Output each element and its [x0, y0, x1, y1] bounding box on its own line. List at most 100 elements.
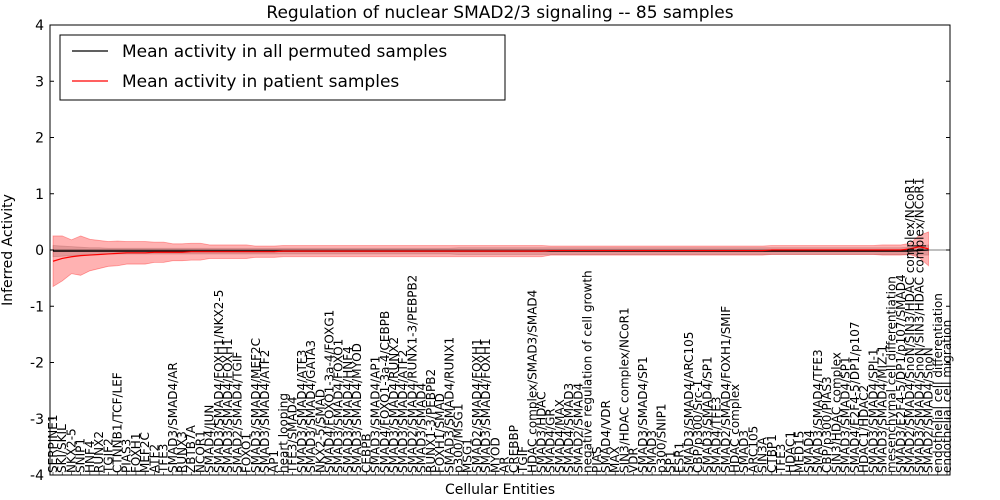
x-tick-label: CBP/p300/Src-1: [691, 380, 705, 473]
x-tick-label: TGIF: [516, 446, 530, 474]
x-tick-label: SMAD4/MAX: [553, 399, 567, 473]
x-tick-label: SMAD3/SMAD4/FOXH1: [221, 338, 235, 473]
x-tick-label: SMAD3/SMAD4/SP1: [839, 356, 853, 473]
legend: Mean activity in all permuted samples Me…: [59, 34, 506, 101]
x-tick-label: SMAD3/E2F4-5/DP1/p107/SMAD4: [894, 274, 908, 473]
x-tick-label: SMAD3/SMAD4/SP1: [636, 356, 650, 473]
x-tick-label: CEBPB: [359, 433, 373, 473]
confidence-bands: [52, 231, 929, 288]
x-tick-label: NCOR1: [193, 430, 207, 473]
y-tick-label: -3: [30, 412, 44, 428]
x-tick-label: SNIP1: [74, 438, 88, 473]
x-tick-label: NKX2-5/SMAD: [313, 389, 327, 473]
x-tick-label: SMAD3/SMAD4/HNF4: [341, 346, 355, 473]
x-tick-label: AR: [498, 456, 512, 473]
x-tick-label: SMAD3/SMAD4/ATF2: [396, 350, 410, 473]
x-tick-label: TFE3/SMAD4: [286, 396, 300, 474]
x-tick-label: mesenchymal cell differentiation: [885, 276, 899, 473]
x-tick-label: SMAD3/SMAD4/ATF2: [258, 350, 272, 473]
y-tick-label: 2: [35, 131, 44, 147]
x-tick-label: SMAD3/SMAD4/AR: [166, 362, 180, 473]
x-tick-label: SMAD4/GR: [544, 408, 558, 473]
x-tick-label: SMAD3/SMAD4/ATF3: [295, 350, 309, 473]
x-tick-label: RUNX1-3/PEBPB2: [424, 369, 438, 473]
x-tick-label: SMAD3/SMAD4: [415, 383, 429, 473]
x-tick-label: RUNX2: [92, 431, 106, 473]
x-tick-label: SMAD3/SMAD4/FOXH1/NKX2-5: [212, 290, 226, 473]
x-tick-label: NKX2-5: [64, 428, 78, 473]
y-tick-label: 1: [35, 187, 44, 203]
x-tick-label: p300/SNIP1: [654, 403, 668, 473]
x-tick-label: CTNNB1/TCF/LEF: [111, 372, 125, 473]
x-tick-label: SMAD3/SMAD4/GATA3: [304, 340, 318, 473]
series-lines: [50, 246, 950, 262]
x-tick-label: SMAD4/E2F4-5/DP1/p107: [848, 321, 862, 473]
x-tick-label: HDAC1/HDAC2: [857, 385, 871, 473]
y-ticks: -4 -3 -2 -1 0 1 2 3 4: [30, 18, 950, 484]
x-tick-label: HNF4: [83, 440, 97, 473]
x-tick-label: ARC105: [746, 426, 760, 473]
x-tick-label: FOXH1/SMAD: [433, 393, 447, 473]
legend-label-patient: Mean activity in patient samples: [122, 72, 399, 92]
x-tick-label: MAX: [608, 446, 622, 473]
x-tick-label: SMAD3/SMAD4/SPI-1: [866, 348, 880, 473]
x-tick-label: SMAD2/SMAD4: [571, 383, 585, 473]
x-tick-label: RUNX3: [175, 431, 189, 473]
x-tick-label: SMAD3/SMAD4/SP1: [700, 356, 714, 473]
y-tick-label: 0: [35, 243, 44, 259]
plot-frame: [49, 24, 951, 476]
x-tick-label: FOXH1: [129, 433, 143, 473]
x-tick-label: MYOD: [488, 437, 502, 473]
x-tick-label: endothelial cell migration: [940, 320, 954, 473]
x-tick-label: SMAD3/SMAD4/MYOD: [350, 343, 364, 473]
x-tick-label: PIAS: [590, 446, 604, 473]
x-tick-label: SMAD3/SMAD4/FOXO1: [332, 339, 346, 473]
x-tick-label: SMAD2/SMAD4/FOXH1: [470, 338, 484, 473]
x-tick-label: SIN3/HDAC complex/NCoR1: [617, 307, 631, 473]
x-tick-label: SP1: [664, 451, 678, 474]
x-tick-label: SMAD4/TFE3: [710, 396, 724, 473]
x-tick-label: SMAD3/SMAD4/FOXH1: [479, 338, 493, 473]
chart-title: Regulation of nuclear SMAD2/3 signaling …: [266, 3, 733, 23]
x-tick-label: SIN3A: [756, 436, 770, 473]
x-tick-label: CREBBP: [507, 425, 521, 473]
x-tick-label: TFE3: [774, 444, 788, 474]
x-tick-label: SMAD2/SMAD4/RUNX1-3/PEBPB2: [405, 275, 419, 473]
x-tick-label: SMAD4/SMAD3: [562, 383, 576, 473]
x-tick-label: SMAD4/VDR: [599, 400, 613, 473]
x-tick-label: TFE3: [157, 444, 171, 474]
x-tick-label: SMAD2/SMAD4/SnoN: [922, 347, 936, 473]
x-tick-label: FOXO1: [240, 433, 254, 473]
x-tick-label: TGIF2: [101, 438, 115, 474]
x-tick-labels: SERPINE1SKI/SKILNKX2-5SNIP1HNF4RUNX2TGIF…: [46, 178, 954, 475]
legend-box: [59, 34, 506, 101]
x-tick-label: SMAD3: [645, 430, 659, 473]
legend-label-permuted: Mean activity in all permuted samples: [122, 42, 447, 62]
x-tick-label: SMAD4/FOXO1-3a-4/FOXG1: [322, 310, 336, 473]
x-tick-label: ATF2: [147, 444, 161, 473]
x-tick-label: SMAD4/JUN: [203, 405, 217, 473]
x-tick-label: SMAD3/SMAD4/AP1: [369, 356, 383, 473]
y-axis-label: Inferred Activity: [0, 194, 16, 306]
x-tick-label: heart looping: [276, 393, 290, 473]
x-tick-label: SMAD3/SMAD4/ARC105: [682, 332, 696, 473]
y-tick-label: -2: [30, 356, 44, 372]
x-tick-label: ESR1: [673, 442, 687, 473]
x-tick-label: SMAD4: [802, 430, 816, 473]
y-tick-label: 3: [35, 74, 44, 90]
x-tick-label: VDR: [627, 447, 641, 473]
x-tick-label: SMAD2/SMAD4/SnoN/SIN3/HDAC complex/NCoR1: [903, 178, 917, 473]
series-line-patient: [52, 246, 929, 262]
x-tick-label: SMAD3/SMAD4/MEF2C: [249, 338, 263, 473]
x-tick-label: SMAD2/SMAD4/FOXH1/SMIF: [719, 306, 733, 473]
x-axis-label: Cellular Entities: [445, 482, 555, 498]
y-tick-label: 4: [35, 18, 44, 34]
x-tick-label: SIN3/HDAC complex: [829, 352, 843, 473]
x-tick-label: MSG1: [461, 438, 475, 473]
x-tick-label: SMAD3: [737, 430, 751, 473]
x-tick-label: SMAD3/SMAD4/SnoN/SIN3/HDAC complex/NCoR1: [912, 178, 926, 473]
x-tick-label: SMAD4/FOXO1-3a-4/CEBPB: [378, 311, 392, 473]
x-tick-label: SMAD3/SMAD4/RUNX1: [442, 337, 456, 473]
y-tick-label: -1: [30, 299, 44, 315]
x-tick-label: ZBTB7A: [184, 424, 198, 473]
